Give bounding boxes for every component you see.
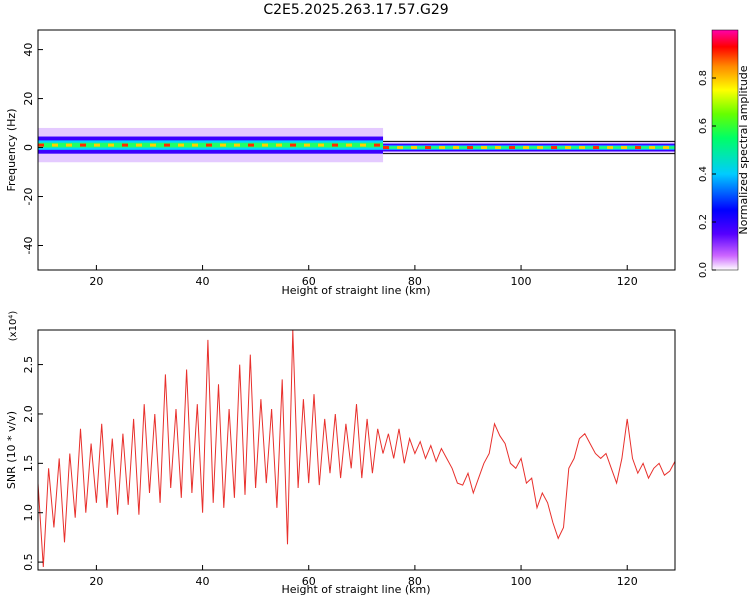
colorbar-tick-label: 0.6 <box>698 118 709 134</box>
y-tick-label: 2.0 <box>22 405 35 423</box>
colorbar-gradient <box>711 29 739 271</box>
x-tick-label: 20 <box>89 575 103 588</box>
band-peak <box>220 143 226 147</box>
spectrogram-band <box>38 127 675 163</box>
band-peak <box>374 143 380 147</box>
y-tick-label: -20 <box>22 188 35 206</box>
y-tick-label: 0 <box>22 144 35 151</box>
band-peak <box>318 143 324 147</box>
band-peak <box>621 146 628 150</box>
y-tick-label: 2.5 <box>22 356 35 374</box>
snr-y-label: SNR (10 * v/v) <box>5 411 18 489</box>
band-peak <box>509 146 516 150</box>
band-peak <box>425 146 432 150</box>
band-peak <box>136 143 142 147</box>
band-peak <box>192 143 198 147</box>
x-tick-label: 80 <box>408 275 422 288</box>
band-peak <box>397 146 404 150</box>
spectrogram-panel: 20 40 60 80 100 120 -40 -20 0 20 40 Height of str… <box>5 29 676 297</box>
band-peak <box>262 143 268 147</box>
y-tick-label: 20 <box>22 92 35 106</box>
band-peak <box>360 143 366 147</box>
snr-x-axis: 20 40 60 80 100 120 <box>89 565 638 588</box>
band-peak <box>38 143 44 147</box>
spectrogram-y-label: Frequency (Hz) <box>5 109 18 192</box>
spectrogram-frame <box>37 29 676 271</box>
x-tick-label: 100 <box>511 275 532 288</box>
y-tick-label: 1.0 <box>22 504 35 522</box>
x-tick-label: 120 <box>617 275 638 288</box>
snr-series-line <box>38 330 675 568</box>
x-tick-label: 20 <box>89 275 103 288</box>
band-peak <box>467 146 474 150</box>
band-peak <box>150 143 156 147</box>
band-peak <box>565 146 572 150</box>
band-peak <box>551 146 558 150</box>
snr-frame <box>37 329 676 571</box>
band-peak <box>80 143 86 147</box>
colorbar-label: Normalized spectral amplitude <box>737 65 750 234</box>
band-peak <box>439 146 446 150</box>
spectrogram-x-axis: 20 40 60 80 100 120 <box>89 265 638 288</box>
snr-x-label: Height of straight line (km) <box>281 583 430 596</box>
band-peak <box>164 143 170 147</box>
band-peak <box>593 146 600 150</box>
colorbar-tick-label: 0.0 <box>698 262 709 278</box>
band-peak <box>178 143 184 147</box>
y-tick-label: 40 <box>22 43 35 57</box>
spectrogram-x-label: Height of straight line (km) <box>281 284 430 297</box>
colorbar: 0.0 0.2 0.4 0.6 0.8 Normalized spectral ampl… <box>698 29 750 278</box>
band-peak <box>649 146 656 150</box>
band-peak <box>663 146 670 150</box>
x-tick-label: 100 <box>511 575 532 588</box>
spectrogram-y-axis: -40 -20 0 20 40 <box>22 43 43 255</box>
y-tick-label: -40 <box>22 237 35 255</box>
y-tick-label: 1.5 <box>22 455 35 473</box>
colorbar-ticks: 0.0 0.2 0.4 0.6 0.8 <box>698 70 716 278</box>
band-peak <box>453 146 460 150</box>
x-tick-label: 80 <box>408 575 422 588</box>
x-tick-label: 40 <box>196 575 210 588</box>
band-peak <box>234 143 240 147</box>
band-peak <box>248 143 254 147</box>
snr-panel: 20 40 60 80 100 120 0.5 1.0 1.5 2.0 2.5 Height of… <box>5 311 676 596</box>
band-peak <box>346 143 352 147</box>
x-tick-label: 40 <box>196 275 210 288</box>
colorbar-tick-label: 0.2 <box>698 214 709 230</box>
y-tick-label: 0.5 <box>22 553 35 571</box>
colorbar-tick-label: 0.4 <box>698 166 709 182</box>
band-peak <box>108 143 114 147</box>
band-peak <box>411 146 418 150</box>
x-tick-label: 60 <box>302 575 316 588</box>
band-peak <box>122 143 128 147</box>
band-peak <box>332 143 338 147</box>
band-peak <box>383 146 390 150</box>
snr-y-axis: 0.5 1.0 1.5 2.0 2.5 <box>22 356 43 571</box>
band-peak <box>290 143 296 147</box>
x-tick-label: 120 <box>617 575 638 588</box>
band-peak <box>579 146 586 150</box>
band-peak <box>52 143 58 147</box>
band-peak <box>481 146 488 150</box>
x-tick-label: 60 <box>302 275 316 288</box>
band-peak <box>94 143 100 147</box>
band-peak <box>66 143 72 147</box>
band-peak <box>206 143 212 147</box>
band-peak <box>537 146 544 150</box>
snr-y-multiplier: (x10⁴) <box>8 311 19 342</box>
band-peak <box>635 146 642 150</box>
band-peak <box>495 146 502 150</box>
band-peak <box>276 143 282 147</box>
band-peak <box>607 146 614 150</box>
figure-title: C2E5.2025.263.17.57.G29 <box>263 2 448 18</box>
colorbar-tick-label: 0.8 <box>698 70 709 86</box>
band-peak <box>304 143 310 147</box>
band-peak <box>523 146 530 150</box>
